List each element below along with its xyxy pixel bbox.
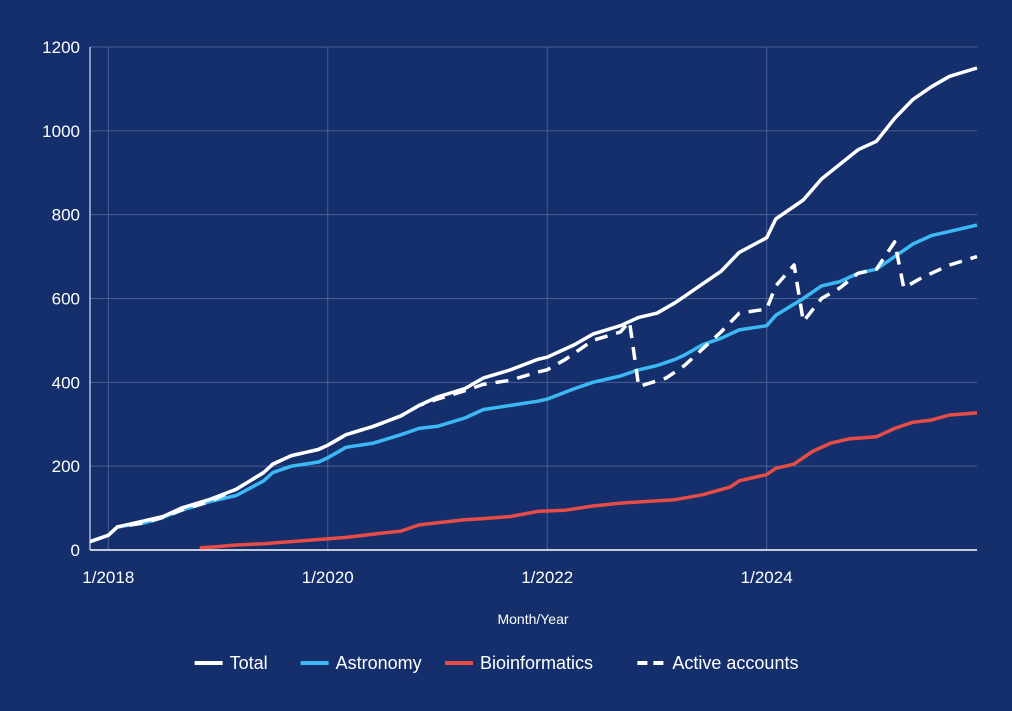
y-tick-label: 600 xyxy=(52,290,80,309)
y-tick-label: 1000 xyxy=(42,122,80,141)
legend-label: Bioinformatics xyxy=(480,653,593,673)
legend: Total Astronomy Bioinformatics Active accou… xyxy=(194,653,798,673)
legend-label: Astronomy xyxy=(336,653,422,673)
series-line-bioinformatics xyxy=(199,411,978,550)
x-tick-label: 1/2024 xyxy=(741,568,793,587)
series-line-active-accounts xyxy=(89,240,978,544)
data-series xyxy=(89,66,978,550)
y-tick-label: 0 xyxy=(71,541,80,560)
series-line-total xyxy=(89,66,978,544)
legend-item-total: Total xyxy=(194,653,268,673)
x-tick-label: 1/2022 xyxy=(521,568,573,587)
x-tick-label: 1/2020 xyxy=(302,568,354,587)
legend-item-bioinformatics: Bioinformatics xyxy=(445,653,593,673)
legend-label: Active accounts xyxy=(672,653,798,673)
legend-item-active-accounts: Active accounts xyxy=(637,653,798,673)
x-axis-title: Month/Year xyxy=(497,611,568,627)
tick-labels: 0 200 400 600 800 1000 1200 1/2018 1/2020 1/2022 1… xyxy=(42,38,793,587)
x-tick-label: 1/2018 xyxy=(82,568,134,587)
axes xyxy=(89,47,977,551)
y-tick-label: 800 xyxy=(52,206,80,225)
series-line-astronomy xyxy=(89,223,978,544)
y-tick-label: 1200 xyxy=(42,38,80,57)
legend-label: Total xyxy=(230,653,268,673)
legend-item-astronomy: Astronomy xyxy=(300,653,422,673)
y-tick-label: 200 xyxy=(52,457,80,476)
y-tick-label: 400 xyxy=(52,373,80,392)
gridlines xyxy=(90,46,977,550)
